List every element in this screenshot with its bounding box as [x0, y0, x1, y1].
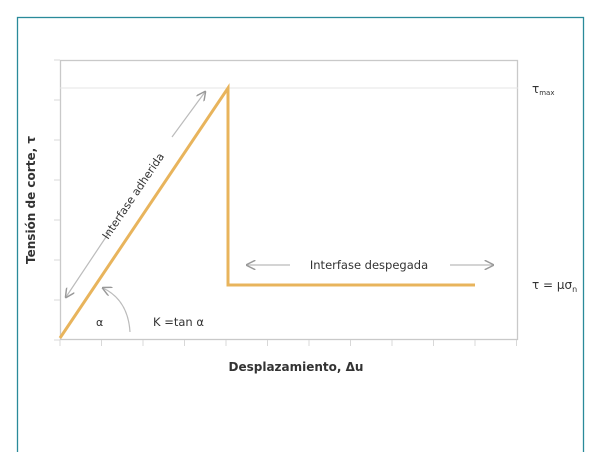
debonded-label: Interfase despegada: [310, 258, 428, 272]
tau-residual-label: τ = μσn: [532, 278, 577, 294]
bond-slip-curve: [58, 83, 475, 339]
frame: [16, 16, 585, 452]
stiffness-label: K =tan α: [153, 315, 204, 329]
plot-box: [59, 59, 519, 341]
x-axis-label: Desplazamiento, Δu: [229, 360, 364, 374]
arrow-bonded-down: [66, 230, 111, 297]
angle-arrow: [103, 288, 131, 333]
ticks: [54, 59, 517, 346]
angle-label: α: [96, 316, 103, 329]
tau-max-label: τmax: [532, 82, 555, 97]
arrow-bonded-up: [171, 92, 205, 138]
y-axis-label: Tensión de corte, τ: [24, 136, 38, 264]
